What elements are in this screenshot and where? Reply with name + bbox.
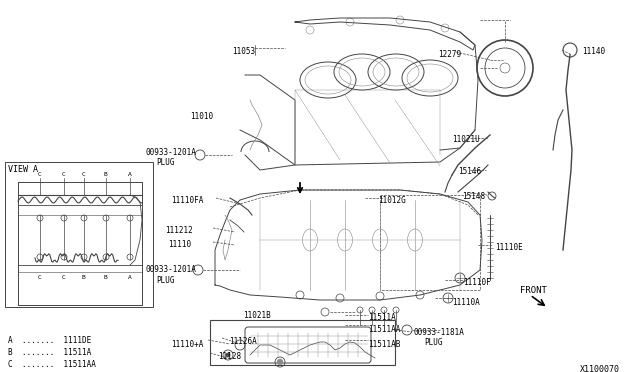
Text: 11110E: 11110E	[495, 243, 523, 252]
Text: 15146: 15146	[458, 167, 481, 176]
Text: 11010: 11010	[190, 112, 213, 121]
Text: C: C	[82, 172, 86, 177]
Text: 11126A: 11126A	[229, 337, 257, 346]
Text: PLUG: PLUG	[156, 276, 175, 285]
Text: 11012G: 11012G	[378, 196, 406, 205]
Text: 11021B: 11021B	[243, 311, 271, 320]
Text: A  .......  1111DE: A ....... 1111DE	[8, 336, 92, 345]
Text: 00933-1201A: 00933-1201A	[145, 148, 196, 157]
Text: 11110A: 11110A	[452, 298, 480, 307]
Text: C: C	[38, 172, 42, 177]
Text: 11110+A: 11110+A	[171, 340, 204, 349]
Text: B: B	[82, 275, 86, 280]
Text: 11110FA: 11110FA	[171, 196, 204, 205]
Bar	[210, 320, 395, 365]
Text: 11021U: 11021U	[452, 135, 480, 144]
Text: PLUG: PLUG	[424, 338, 442, 347]
Text: 11140: 11140	[582, 47, 605, 56]
Text: B  .......  11511A: B ....... 11511A	[8, 348, 92, 357]
Circle shape	[226, 353, 230, 357]
Text: B: B	[104, 275, 108, 280]
Text: 15148: 15148	[462, 192, 485, 201]
Text: C  .......  11511AA: C ....... 11511AA	[8, 360, 96, 369]
Text: 11511A: 11511A	[368, 313, 396, 322]
Text: X1100070: X1100070	[580, 365, 620, 372]
Text: 11110F: 11110F	[463, 278, 491, 287]
Text: C: C	[62, 275, 66, 280]
Circle shape	[277, 359, 283, 365]
Text: 00933-1201A: 00933-1201A	[145, 265, 196, 274]
Text: PLUG: PLUG	[156, 158, 175, 167]
Bar	[5, 162, 153, 307]
Text: B: B	[104, 172, 108, 177]
Text: 11511AA: 11511AA	[368, 325, 401, 334]
Text: 11511AB: 11511AB	[368, 340, 401, 349]
Text: A: A	[128, 172, 132, 177]
Text: 11053: 11053	[232, 47, 255, 56]
Text: A: A	[128, 275, 132, 280]
Text: C: C	[38, 275, 42, 280]
Text: C: C	[62, 172, 66, 177]
Text: 11110: 11110	[168, 240, 191, 249]
Text: VIEW A: VIEW A	[8, 165, 38, 174]
Text: 11128: 11128	[218, 352, 241, 361]
Text: 12279: 12279	[438, 50, 461, 59]
Bar	[380, 195, 480, 290]
Text: 111212: 111212	[165, 226, 193, 235]
Text: 00933-1181A: 00933-1181A	[413, 328, 464, 337]
Text: FRONT: FRONT	[520, 286, 547, 295]
